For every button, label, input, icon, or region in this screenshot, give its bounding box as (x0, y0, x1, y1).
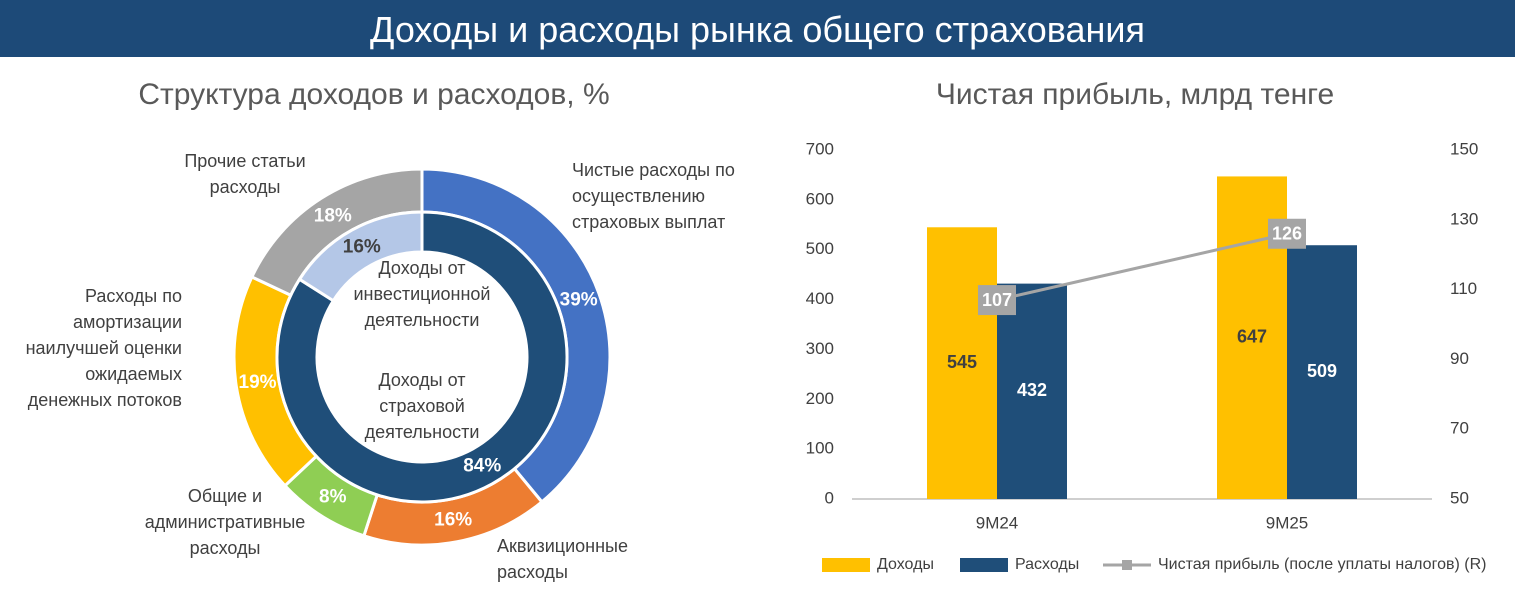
line-label-box (1268, 218, 1306, 249)
slice-value-label: 39% (560, 290, 598, 311)
legend-marker (1122, 560, 1132, 570)
x-tick-label: 9M25 (1266, 513, 1309, 532)
legend-swatch (822, 558, 870, 572)
x-tick-label: 9M24 (976, 513, 1019, 532)
y2-tick-label: 70 (1450, 419, 1469, 438)
y2-tick-label: 110 (1450, 279, 1477, 298)
y2-tick-label: 50 (1450, 488, 1469, 507)
line-label-box (978, 285, 1016, 316)
slice-label: Аквизиционные расходы (497, 536, 629, 582)
donut-slice (275, 210, 569, 504)
slice-label: Доходы от страховой деятельности (364, 370, 480, 442)
slice-value-label: 16% (434, 510, 472, 531)
y2-tick-label: 150 (1450, 139, 1478, 158)
legend-swatch (960, 558, 1008, 572)
line-value-label: 126 (1272, 224, 1302, 244)
y2-tick-label: 130 (1450, 209, 1478, 228)
slice-label: Прочие статьи расходы (184, 151, 306, 197)
y-tick-label: 200 (806, 389, 834, 408)
bar (1287, 245, 1357, 499)
banner-title: Доходы и расходы рынка общего страховани… (0, 0, 1515, 57)
bar (927, 227, 997, 499)
slice-label: Доходы от инвестиционной деятельности (353, 258, 491, 330)
legend-label: Чистая прибыль (после уплаты налогов) (R… (1158, 556, 1486, 573)
y-tick-label: 600 (806, 189, 834, 208)
donut-title: Структура доходов и расходов, % (138, 78, 610, 111)
legend-label: Доходы (877, 556, 934, 573)
bar-value-label: 432 (1017, 380, 1047, 400)
y-tick-label: 400 (806, 289, 834, 308)
y-tick-label: 500 (806, 239, 834, 258)
combo-title: Чистая прибыль, млрд тенге (935, 78, 1335, 111)
bar-value-label: 647 (1237, 326, 1267, 346)
bar (997, 283, 1067, 499)
bar-value-label: 509 (1307, 361, 1337, 381)
y-tick-label: 0 (825, 488, 834, 507)
donut-slice (297, 210, 424, 303)
slice-value-label: 19% (239, 372, 277, 393)
y-tick-label: 700 (806, 139, 834, 158)
slice-value-label: 84% (463, 456, 501, 477)
line-value-label: 107 (982, 290, 1012, 310)
slice-value-label: 16% (343, 236, 381, 257)
slice-value-label: 18% (314, 205, 352, 226)
legend-label: Расходы (1015, 556, 1079, 573)
slice-label: Расходы по амортизации наилучшей оценки … (25, 286, 182, 410)
slice-value-label: 8% (319, 487, 347, 508)
bar-value-label: 545 (947, 352, 977, 372)
y2-tick-label: 90 (1450, 349, 1469, 368)
slice-label: Общие и административные расходы (144, 486, 306, 558)
y-tick-label: 100 (806, 439, 834, 458)
slice-label: Чистые расходы по осуществлению страховы… (572, 160, 735, 232)
y-tick-label: 300 (806, 339, 834, 358)
line (996, 232, 1288, 302)
